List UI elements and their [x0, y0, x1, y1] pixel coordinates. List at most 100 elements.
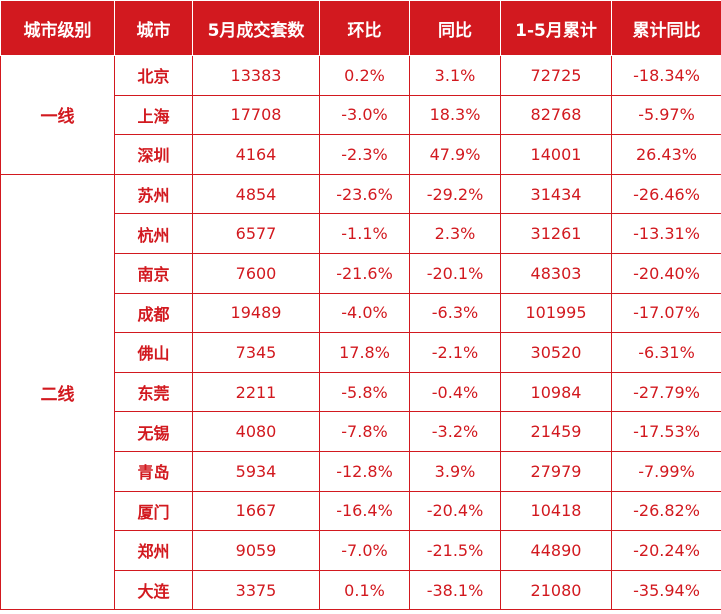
table-row: 无锡 4080 -7.8% -3.2% 21459 -17.53% — [1, 411, 721, 452]
yoy-cell: -21.5% — [409, 530, 501, 571]
mom-cell: -4.0% — [319, 292, 410, 334]
ytd-yoy-cell: -26.46% — [611, 173, 721, 215]
ytd-yoy-cell: -20.24% — [611, 530, 721, 571]
ytd-cell: 101995 — [500, 292, 612, 334]
city-name-cell: 成都 — [114, 292, 193, 334]
city-name-cell: 青岛 — [114, 450, 193, 492]
ytd-cell: 82768 — [500, 94, 612, 136]
ytd-cell: 21459 — [500, 411, 612, 452]
mom-cell: -3.0% — [319, 94, 410, 136]
yoy-cell: 2.3% — [409, 213, 501, 254]
may-units-cell: 3375 — [192, 569, 320, 611]
city-name-cell: 上海 — [114, 94, 193, 136]
yoy-cell: -38.1% — [409, 569, 501, 611]
header-row: 城市级别 城市 5月成交套数 环比 同比 1-5月累计 累计同比 — [0, 0, 721, 56]
mom-cell: 0.2% — [319, 55, 410, 96]
yoy-cell: 47.9% — [409, 134, 501, 175]
yoy-cell: -3.2% — [409, 411, 501, 452]
table-row: 一线 北京 13383 0.2% 3.1% 72725 -18.34% — [0, 55, 721, 175]
may-units-cell: 9059 — [192, 530, 320, 571]
city-name-cell: 厦门 — [114, 490, 193, 532]
ytd-cell: 72725 — [500, 55, 612, 96]
ytd-yoy-cell: -18.34% — [611, 55, 721, 96]
ytd-yoy-cell: -20.40% — [611, 252, 721, 294]
yoy-cell: -2.1% — [409, 332, 501, 373]
table-row: 厦门 1667 -16.4% -20.4% 10418 -26.82% — [1, 490, 721, 532]
yoy-cell: -29.2% — [409, 173, 501, 215]
ytd-cell: 21080 — [500, 569, 612, 611]
city-name-cell: 郑州 — [114, 530, 193, 571]
table-row: 成都 19489 -4.0% -6.3% 101995 -17.07% — [1, 292, 721, 334]
mom-cell: -23.6% — [319, 173, 410, 215]
table-row: 杭州 6577 -1.1% 2.3% 31261 -13.31% — [1, 213, 721, 254]
header-yoy: 同比 — [409, 0, 501, 56]
may-units-cell: 4080 — [192, 411, 320, 452]
tier-label: 二线 — [0, 173, 115, 611]
ytd-yoy-cell: 26.43% — [611, 134, 721, 175]
ytd-cell: 10418 — [500, 490, 612, 532]
ytd-cell: 27979 — [500, 450, 612, 492]
may-units-cell: 7345 — [192, 332, 320, 373]
table-row: 二线 苏州 4854 -23.6% -29.2% 31434 -26.46% — [0, 173, 721, 611]
city-name-cell: 杭州 — [114, 213, 193, 254]
ytd-cell: 10984 — [500, 371, 612, 413]
may-units-cell: 5934 — [192, 450, 320, 492]
mom-cell: -5.8% — [319, 371, 410, 413]
may-units-cell: 7600 — [192, 252, 320, 294]
may-units-cell: 13383 — [192, 55, 320, 96]
mom-cell: -2.3% — [319, 134, 410, 175]
yoy-cell: -6.3% — [409, 292, 501, 334]
ytd-yoy-cell: -35.94% — [611, 569, 721, 611]
table-row: 东莞 2211 -5.8% -0.4% 10984 -27.79% — [1, 371, 721, 413]
table-body: 一线 北京 13383 0.2% 3.1% 72725 -18.34% 上海 17708 -3.0… — [0, 55, 721, 611]
ytd-cell: 30520 — [500, 332, 612, 373]
mom-cell: -1.1% — [319, 213, 410, 254]
table-row: 青岛 5934 -12.8% 3.9% 27979 -7.99% — [1, 450, 721, 492]
ytd-yoy-cell: -17.07% — [611, 292, 721, 334]
header-city-tier: 城市级别 — [0, 0, 115, 56]
city-name-cell: 南京 — [114, 252, 193, 294]
yoy-cell: 18.3% — [409, 94, 501, 136]
header-ytd-yoy: 累计同比 — [611, 0, 721, 56]
may-units-cell: 2211 — [192, 371, 320, 413]
city-name-cell: 东莞 — [114, 371, 193, 413]
ytd-cell: 31434 — [500, 173, 612, 215]
table-row: 大连 3375 0.1% -38.1% 21080 -35.94% — [1, 569, 721, 611]
header-may-units: 5月成交套数 — [192, 0, 320, 56]
city-name-cell: 北京 — [114, 55, 193, 96]
header-mom: 环比 — [319, 0, 410, 56]
city-name-cell: 深圳 — [114, 134, 193, 175]
city-name-cell: 苏州 — [114, 173, 193, 215]
ytd-yoy-cell: -6.31% — [611, 332, 721, 373]
header-ytd: 1-5月累计 — [500, 0, 612, 56]
may-units-cell: 4164 — [192, 134, 320, 175]
table-row: 郑州 9059 -7.0% -21.5% 44890 -20.24% — [1, 530, 721, 571]
yoy-cell: -0.4% — [409, 371, 501, 413]
yoy-cell: -20.4% — [409, 490, 501, 532]
may-units-cell: 19489 — [192, 292, 320, 334]
may-units-cell: 17708 — [192, 94, 320, 136]
ytd-yoy-cell: -7.99% — [611, 450, 721, 492]
ytd-cell: 44890 — [500, 530, 612, 571]
mom-cell: -7.0% — [319, 530, 410, 571]
ytd-yoy-cell: -5.97% — [611, 94, 721, 136]
table-row: 上海 17708 -3.0% 18.3% 82768 -5.97% — [1, 94, 721, 136]
ytd-yoy-cell: -17.53% — [611, 411, 721, 452]
yoy-cell: 3.9% — [409, 450, 501, 492]
tier-label: 一线 — [0, 55, 115, 175]
mom-cell: 0.1% — [319, 569, 410, 611]
table-row: 深圳 4164 -2.3% 47.9% 14001 26.43% — [1, 134, 721, 175]
mom-cell: -21.6% — [319, 252, 410, 294]
mom-cell: -7.8% — [319, 411, 410, 452]
may-units-cell: 4854 — [192, 173, 320, 215]
mom-cell: -12.8% — [319, 450, 410, 492]
may-units-cell: 6577 — [192, 213, 320, 254]
mom-cell: -16.4% — [319, 490, 410, 532]
yoy-cell: 3.1% — [409, 55, 501, 96]
ytd-cell: 48303 — [500, 252, 612, 294]
table-row: 南京 7600 -21.6% -20.1% 48303 -20.40% — [1, 252, 721, 294]
ytd-yoy-cell: -13.31% — [611, 213, 721, 254]
ytd-cell: 14001 — [500, 134, 612, 175]
ytd-yoy-cell: -26.82% — [611, 490, 721, 532]
